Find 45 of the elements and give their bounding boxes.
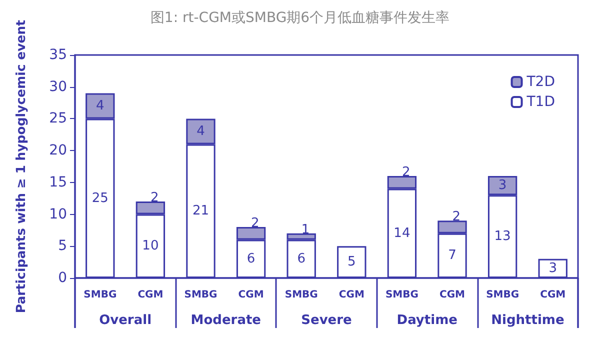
y-tick-label: 30 <box>49 78 67 95</box>
y-tick-label: 0 <box>58 270 67 286</box>
data-label: 21 <box>192 204 210 219</box>
x-tick-label: SMBG <box>284 290 318 300</box>
data-label: 2 <box>251 216 260 232</box>
data-label: 2 <box>402 165 410 180</box>
x-tick-label: CGM <box>138 290 164 300</box>
data-label: 6 <box>297 251 306 266</box>
y-axis-title: Participants with ≥ 1 hypoglycemic event <box>13 20 28 314</box>
y-tick-label: 20 <box>49 142 67 159</box>
x-tick-label: CGM <box>338 290 364 300</box>
legend-label: T2D <box>526 74 556 90</box>
x-tick-label: SMBG <box>184 290 218 300</box>
text: Daytime <box>396 313 458 328</box>
y-tick-label: 5 <box>58 238 67 254</box>
data-label: 2 <box>452 210 461 225</box>
data-label: 3 <box>498 178 507 194</box>
text: Severe <box>301 313 352 328</box>
data-label: 14 <box>394 226 410 241</box>
data-label: 2 <box>150 190 159 206</box>
data-label: 4 <box>196 124 205 139</box>
y-tick-label: 35 <box>49 47 67 63</box>
x-tick-label: CGM <box>238 290 264 300</box>
x-tick-label: CGM <box>540 290 566 300</box>
x-tick-label: SMBG <box>486 290 520 300</box>
data-label: 25 <box>92 190 108 206</box>
y-tick-label: 25 <box>49 110 67 127</box>
data-label: 13 <box>494 229 511 244</box>
data-label: 6 <box>246 251 256 266</box>
data-label: 5 <box>348 254 356 270</box>
data-label: 3 <box>548 260 557 276</box>
y-tick-label: 15 <box>49 174 67 190</box>
x-tick-label: CGM <box>440 290 466 300</box>
y-tick-label: 10 <box>49 206 67 222</box>
text: Moderate <box>190 313 262 328</box>
data-label: 7 <box>448 248 456 264</box>
text: Overall <box>99 313 152 328</box>
text: Nighttime <box>491 313 564 328</box>
data-label: 1 <box>301 222 310 238</box>
x-tick-label: SMBG <box>84 290 117 300</box>
data-label: 10 <box>142 238 159 254</box>
chart-title: 图1: rt-CGM或SMBG期6个月低血糖事件发生率 <box>150 10 450 26</box>
data-label: 4 <box>96 98 104 114</box>
legend-label: T1D <box>526 94 556 110</box>
x-tick-label: SMBG <box>385 290 418 300</box>
